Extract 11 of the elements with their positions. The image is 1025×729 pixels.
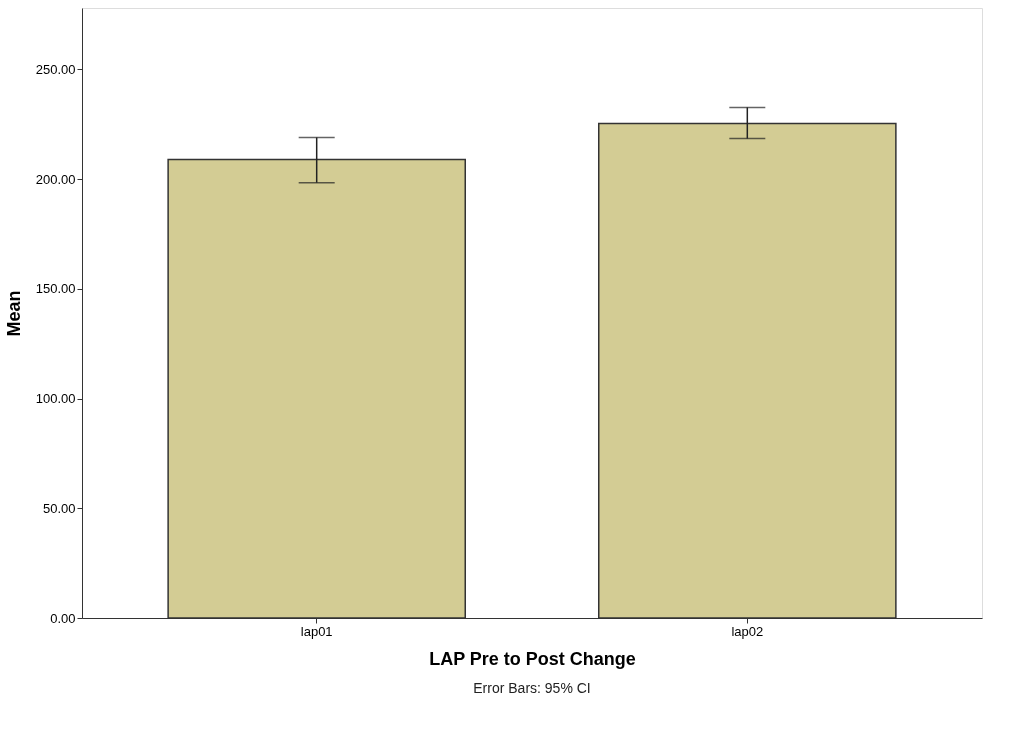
y-tick-label: 250.00 [35,61,76,77]
y-axis-title: Mean [3,290,24,337]
y-tick-label: 50.00 [42,500,76,516]
y-tick-label: 0.00 [50,610,76,626]
y-tick-label: 200.00 [35,171,76,187]
y-tick-label: 150.00 [35,281,76,297]
text: Error Bars: 95% CI [473,680,591,696]
y-tick-label: 100.00 [35,391,76,407]
x-tick-label: lap02 [731,623,764,639]
x-tick-label: lap01 [300,623,333,639]
x-axis-title: LAP Pre to Post Change [429,648,636,669]
